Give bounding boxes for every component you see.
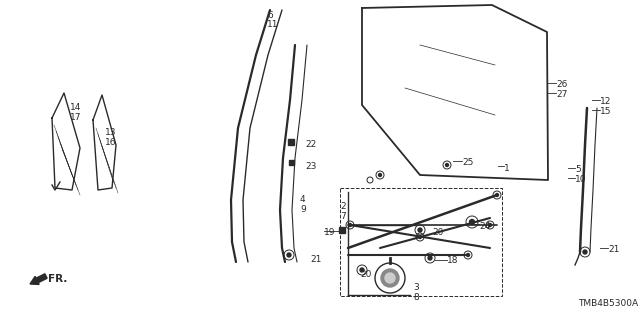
- Text: 13: 13: [105, 128, 116, 137]
- Text: 21: 21: [310, 255, 321, 264]
- Bar: [339, 227, 345, 233]
- FancyArrow shape: [30, 274, 47, 284]
- Bar: [288, 139, 294, 145]
- Text: 10: 10: [575, 175, 586, 184]
- Text: 18: 18: [447, 256, 458, 265]
- Circle shape: [428, 256, 432, 260]
- Text: 17: 17: [70, 113, 81, 122]
- Text: 22: 22: [305, 140, 316, 149]
- Circle shape: [378, 173, 381, 177]
- Text: 26: 26: [556, 80, 568, 89]
- Circle shape: [360, 268, 364, 272]
- Text: 15: 15: [600, 107, 611, 116]
- Text: 12: 12: [600, 97, 611, 106]
- Text: 27: 27: [556, 90, 568, 99]
- Text: 6: 6: [267, 11, 273, 20]
- Text: 16: 16: [105, 138, 116, 147]
- Circle shape: [583, 250, 587, 254]
- Text: 9: 9: [300, 205, 306, 214]
- Circle shape: [445, 164, 449, 166]
- Circle shape: [419, 236, 422, 238]
- Text: 7: 7: [340, 212, 346, 221]
- Circle shape: [287, 253, 291, 257]
- Text: 19: 19: [324, 228, 335, 237]
- Circle shape: [385, 273, 395, 283]
- Text: 3: 3: [413, 283, 419, 292]
- Text: 2: 2: [340, 202, 346, 211]
- Text: 25: 25: [462, 158, 474, 167]
- Text: 23: 23: [305, 162, 316, 171]
- Text: 5: 5: [575, 165, 580, 174]
- Circle shape: [418, 228, 422, 232]
- Text: 4: 4: [300, 195, 306, 204]
- Text: 14: 14: [70, 103, 81, 112]
- Text: FR.: FR.: [48, 274, 67, 284]
- Circle shape: [381, 269, 399, 287]
- Circle shape: [349, 223, 351, 227]
- Text: 20: 20: [360, 270, 371, 279]
- Text: TMB4B5300A: TMB4B5300A: [578, 299, 638, 308]
- Text: 8: 8: [413, 293, 419, 302]
- Circle shape: [488, 223, 492, 227]
- Circle shape: [467, 253, 470, 257]
- Circle shape: [470, 220, 474, 225]
- Text: 11: 11: [267, 20, 278, 29]
- Text: 20: 20: [432, 228, 444, 237]
- Text: 24: 24: [479, 222, 490, 231]
- Bar: [289, 159, 294, 164]
- Text: 21: 21: [608, 245, 620, 254]
- Text: 1: 1: [504, 164, 509, 173]
- Bar: [340, 188, 502, 296]
- Circle shape: [495, 194, 499, 196]
